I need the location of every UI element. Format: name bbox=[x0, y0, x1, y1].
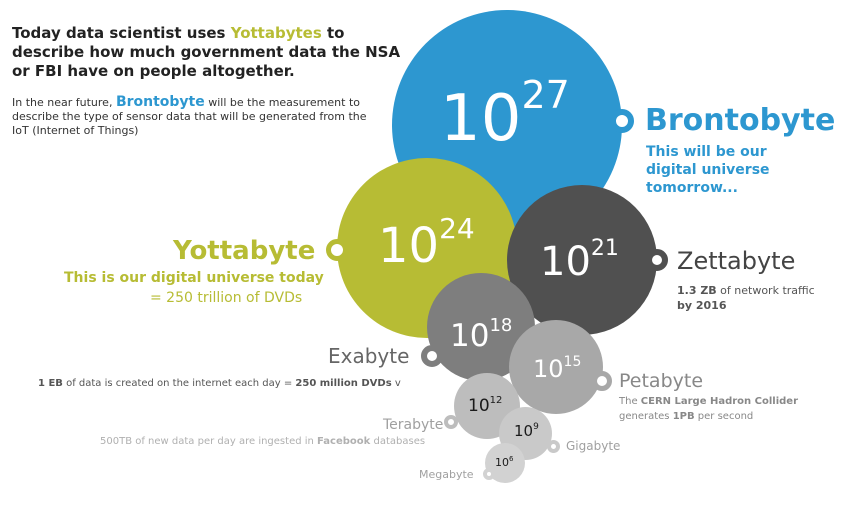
megabyte-dot bbox=[483, 468, 495, 480]
exabyte-power: 1018 bbox=[450, 315, 513, 354]
intro-subtext: In the near future, Brontobyte will be t… bbox=[12, 95, 382, 138]
terabyte-dot bbox=[444, 415, 458, 429]
petabyte-bubble bbox=[509, 320, 603, 414]
exabyte-desc: 1 EB of data is created on the internet … bbox=[38, 378, 401, 389]
megabyte-name: Megabyte bbox=[419, 468, 474, 481]
petabyte-dot bbox=[592, 371, 612, 391]
terabyte-name: Terabyte bbox=[383, 417, 444, 433]
gigabyte-dot bbox=[547, 440, 560, 453]
intro-sub-highlight: Brontobyte bbox=[115, 94, 205, 110]
exabyte-dot bbox=[421, 345, 443, 367]
zettabyte-desc2: by 2016 bbox=[677, 299, 727, 312]
zettabyte-dot bbox=[646, 249, 668, 271]
intro-sub-post: will be the measurement to describe the … bbox=[12, 96, 367, 137]
zettabyte-desc: 1.3 ZB of network traffic bbox=[677, 284, 815, 297]
yottabyte-power: 1024 bbox=[378, 212, 475, 274]
megabyte-power: 106 bbox=[495, 455, 514, 469]
yottabyte-dot bbox=[326, 239, 348, 261]
yottabyte-desc2: = 250 trillion of DVDs bbox=[150, 290, 303, 306]
exabyte-name: Exabyte bbox=[328, 344, 410, 368]
intro-headline: Today data scientist uses Yottabytes to … bbox=[12, 24, 407, 81]
petabyte-power: 1015 bbox=[533, 354, 582, 383]
yottabyte-name: Yottabyte bbox=[173, 236, 316, 266]
brontobyte-power: 1027 bbox=[440, 73, 570, 156]
brontobyte-desc: This will be our digital universe tomorr… bbox=[646, 144, 770, 196]
intro-headline-post: to describe how much government data the… bbox=[12, 24, 401, 80]
intro-sub-pre: In the near future, bbox=[12, 96, 116, 109]
petabyte-name: Petabyte bbox=[619, 370, 704, 392]
intro-headline-pre: Today data scientist uses bbox=[12, 24, 231, 42]
intro-headline-highlight: Yottabytes bbox=[230, 24, 322, 42]
yottabyte-desc: This is our digital universe today bbox=[64, 270, 324, 286]
brontobyte-name: Brontobyte bbox=[645, 103, 836, 138]
gigabyte-power: 109 bbox=[514, 422, 539, 440]
terabyte-desc: 500TB of new data per day are ingested i… bbox=[100, 436, 426, 447]
zettabyte-name: Zettabyte bbox=[677, 247, 796, 275]
gigabyte-name: Gigabyte bbox=[566, 439, 621, 453]
terabyte-power: 1012 bbox=[468, 395, 503, 416]
zettabyte-power: 1021 bbox=[540, 236, 619, 285]
brontobyte-dot bbox=[610, 109, 634, 133]
petabyte-desc2: generates 1PB per second bbox=[619, 411, 754, 422]
petabyte-desc: The CERN Large Hadron Collider bbox=[619, 396, 799, 407]
